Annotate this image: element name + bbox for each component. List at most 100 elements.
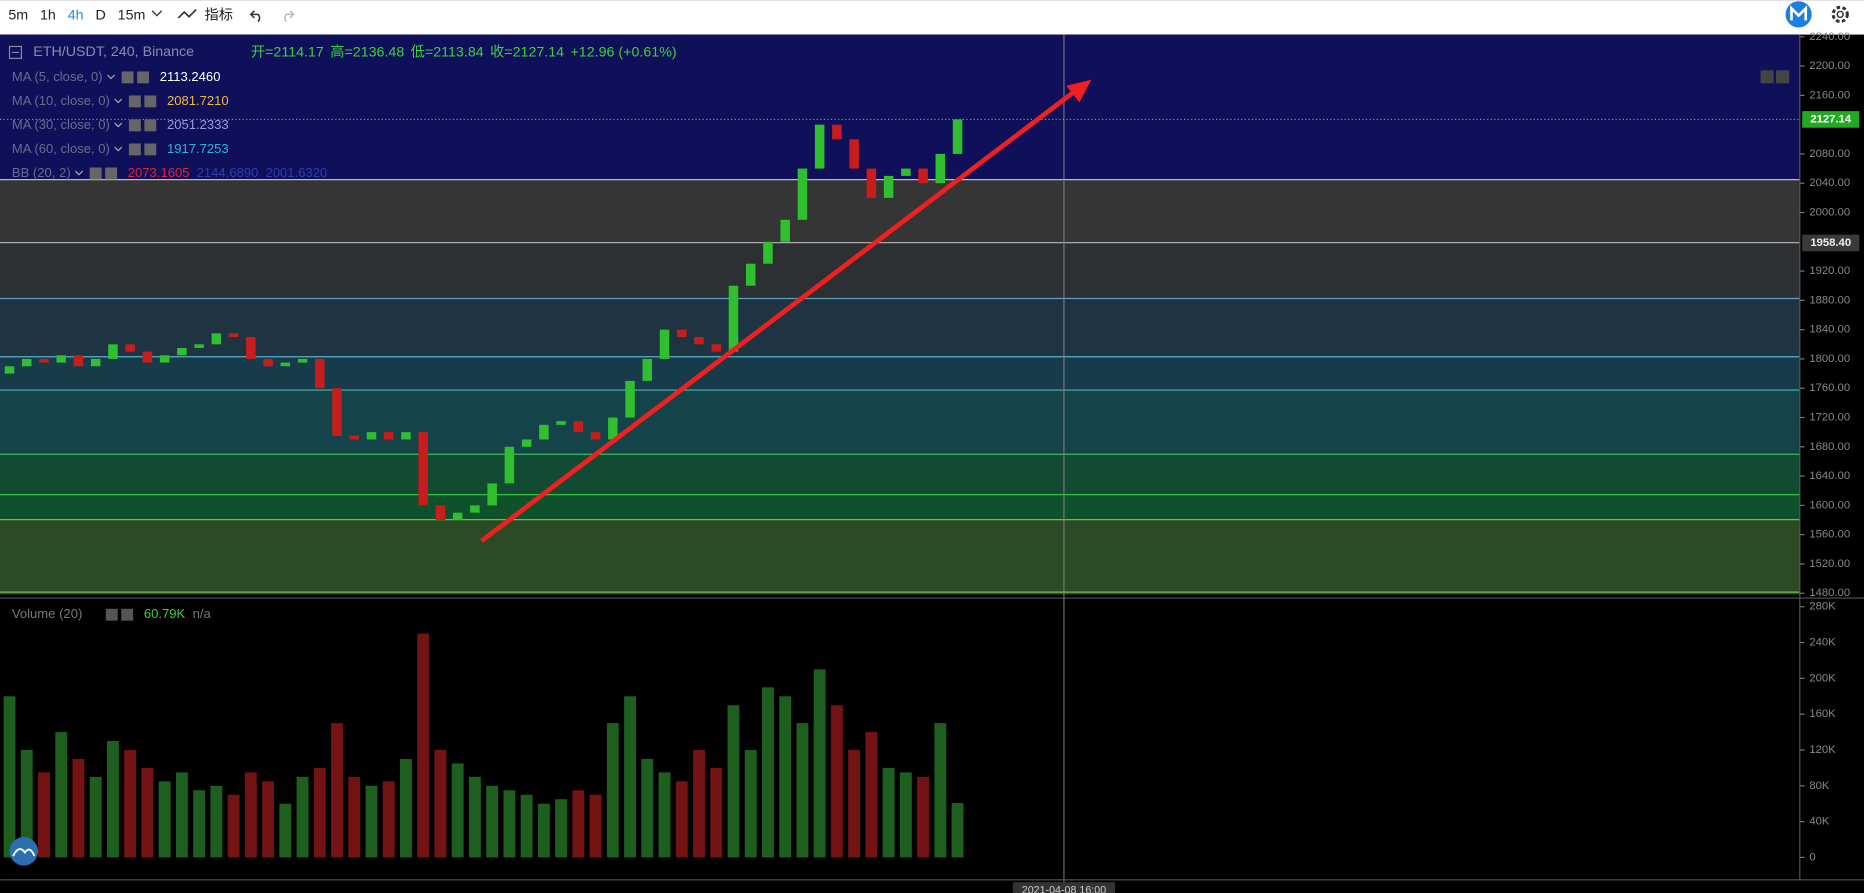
interval-button[interactable]: 15m (118, 7, 146, 23)
volume-extra: n/a (193, 606, 212, 621)
candle-body (642, 358, 653, 381)
volume-bar (434, 749, 447, 858)
volume-bar (555, 799, 568, 858)
volume-bar (934, 723, 947, 858)
price-layer: 2240.00 2200.00 2160.00 2080.00 2040.00 2000.… (0, 31, 1860, 599)
symbol[interactable]: ETH/USDT, 240, Binance (33, 44, 194, 60)
indicator-name[interactable]: MA (60, close, 0) (12, 141, 110, 156)
indicator-eye[interactable] (89, 167, 102, 180)
trend-arrow (480, 88, 1078, 543)
volume-bar (38, 772, 50, 858)
volume-bar (3, 696, 16, 858)
price-tick-label: 2160.00 (1809, 89, 1850, 101)
interval-button[interactable]: 5m (8, 7, 28, 23)
candle-body (763, 241, 773, 264)
indicator-close[interactable] (144, 95, 157, 108)
indicator-icon[interactable] (177, 9, 197, 19)
price-tick-label: 2000.00 (1809, 206, 1850, 218)
undo[interactable] (249, 10, 261, 23)
indicator-close[interactable] (144, 143, 157, 156)
volume-bar (382, 781, 395, 858)
candle-body (4, 366, 15, 374)
volume-bar (313, 767, 326, 858)
volume-bar (158, 781, 171, 858)
volume-bar (813, 669, 826, 858)
price-tick-label: 1560.00 (1809, 529, 1850, 541)
close: 收=2127.14 (490, 43, 564, 60)
indicator-dropdown[interactable] (106, 74, 115, 80)
volume-tick-label: 240K (1809, 637, 1836, 649)
candle-body (866, 168, 877, 198)
indicator-name[interactable]: MA (10, close, 0) (12, 93, 110, 108)
indicator-close[interactable] (105, 167, 118, 180)
indicator-eye[interactable] (128, 95, 141, 108)
volume-bar (658, 772, 671, 858)
indicator-dropdown[interactable] (114, 122, 123, 128)
candle-body (246, 336, 256, 359)
volume-bar (899, 772, 912, 858)
indicator-name[interactable]: MA (5, close, 0) (12, 69, 103, 84)
candle-body (883, 175, 894, 198)
volume-eye[interactable] (105, 608, 118, 621)
volume-close[interactable] (121, 608, 134, 621)
indicator-value: 2144.6890 (197, 165, 259, 180)
change: +12.96 (+0.61%) (570, 44, 676, 60)
brand-icon-wave (12, 848, 36, 857)
indicator-dropdown[interactable] (114, 98, 123, 104)
collapse-button[interactable] (1760, 70, 1774, 84)
indicators-button[interactable]: 指标 (204, 6, 233, 23)
legend-toggle[interactable] (8, 45, 22, 59)
indicator-eye[interactable] (128, 143, 141, 156)
volume-bar (141, 767, 154, 858)
interval-dropdown[interactable] (151, 10, 163, 17)
redo[interactable] (284, 10, 295, 23)
candle-body (332, 388, 342, 436)
volume-bar (89, 776, 102, 858)
candle-body (263, 358, 273, 367)
candle-body (677, 329, 687, 337)
candle-body (918, 168, 928, 184)
candle-body (21, 358, 32, 367)
interval-button[interactable]: 4h (68, 7, 84, 23)
volume-bar (520, 794, 533, 858)
indicator-value: 2001.6320 (266, 165, 328, 180)
candle-body (418, 432, 428, 506)
candle-body (832, 124, 842, 140)
volume-bar (451, 763, 464, 858)
settings[interactable] (1831, 5, 1849, 23)
candle-body (745, 263, 756, 286)
maximize-button[interactable] (1776, 70, 1790, 84)
candle-body (401, 432, 411, 440)
candle-body (935, 153, 946, 184)
volume-tick-label: 120K (1809, 744, 1836, 756)
indicator-name[interactable]: MA (30, close, 0) (12, 117, 110, 132)
indicator-eye[interactable] (128, 119, 141, 132)
indicator-dropdown[interactable] (114, 146, 123, 152)
indicator-dropdown[interactable] (75, 170, 84, 176)
volume-bar (624, 696, 636, 858)
candle-body (521, 439, 532, 447)
candle-body (711, 344, 721, 352)
candle-body (901, 168, 911, 176)
price-tick-label: 2080.00 (1809, 148, 1850, 160)
price-tick-label: 1760.00 (1809, 382, 1850, 394)
volume-bar (882, 767, 895, 858)
indicator-close[interactable] (137, 71, 149, 84)
volume-tick-label: 280K (1809, 601, 1836, 613)
volume-bar (675, 781, 688, 858)
candle-body (539, 424, 549, 440)
volume-bar (193, 790, 206, 858)
indicator-close[interactable] (144, 119, 157, 132)
logo-m (1790, 5, 1808, 21)
candle-body (625, 380, 635, 418)
volume-bar (917, 776, 930, 858)
candle-body (452, 512, 463, 521)
interval-button[interactable]: 1h (40, 7, 56, 23)
indicator-name[interactable]: BB (20, 2) (12, 165, 71, 180)
interval-button[interactable]: D (96, 7, 106, 23)
indicator-eye[interactable] (121, 71, 134, 84)
level-price-box (1802, 234, 1860, 252)
volume-name[interactable]: Volume (20) (12, 606, 82, 621)
volume-tick-label: 160K (1809, 708, 1836, 720)
